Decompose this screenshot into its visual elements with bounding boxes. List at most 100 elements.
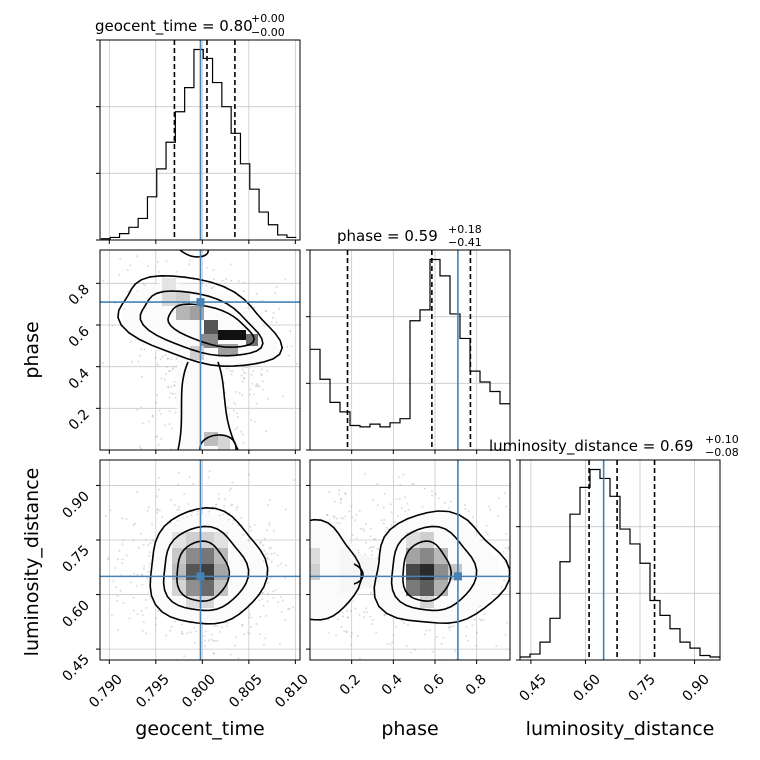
sample-point — [262, 591, 265, 594]
sample-point — [67, 328, 69, 330]
sample-point — [106, 558, 109, 561]
sample-point — [392, 634, 395, 637]
sample-point — [156, 363, 159, 366]
sample-point — [495, 645, 498, 648]
density-cell — [200, 596, 214, 608]
sample-point — [266, 556, 269, 559]
sample-point — [403, 622, 406, 625]
contour-line — [176, 540, 231, 602]
sample-point — [471, 515, 474, 518]
title-geocent-time-plus: +0.00 — [251, 12, 285, 25]
sample-point — [163, 378, 166, 381]
sample-point — [126, 269, 129, 272]
sample-point — [504, 633, 507, 636]
sample-point — [482, 618, 485, 621]
sample-point — [208, 510, 211, 513]
sample-point — [135, 584, 138, 587]
sample-point — [371, 623, 374, 626]
sample-point — [253, 420, 256, 423]
sample-point — [237, 280, 240, 283]
sample-point — [168, 370, 171, 373]
sample-point — [505, 505, 508, 508]
sample-point — [404, 496, 407, 499]
sample-point — [112, 579, 115, 582]
sample-point — [212, 652, 215, 655]
sample-point — [332, 515, 335, 518]
sample-point — [152, 539, 155, 542]
sample-point — [151, 415, 154, 418]
sample-point — [266, 529, 269, 532]
sample-point — [350, 635, 353, 638]
sample-point — [164, 424, 167, 427]
sample-point — [147, 544, 150, 547]
hist-panel-luminosity-distance — [516, 459, 721, 664]
hist-plot-area — [100, 40, 300, 240]
sample-point — [395, 497, 398, 500]
title-luminosity-distance-label: luminosity_distance = 0.69 — [489, 437, 693, 456]
sample-point — [504, 561, 507, 564]
sample-point — [259, 541, 262, 544]
sample-point — [170, 498, 173, 501]
x-tick-label: 0.790 — [86, 672, 126, 712]
y-tick-label: 0.4 — [66, 365, 93, 392]
density-fill — [340, 548, 380, 594]
sample-point — [236, 426, 239, 429]
sample-point — [180, 630, 183, 633]
axes-frame — [309, 249, 511, 451]
density-cell — [246, 334, 258, 346]
sample-point — [256, 385, 259, 388]
sample-point — [142, 543, 145, 546]
sample-point — [213, 639, 216, 642]
sample-point — [157, 443, 160, 446]
sample-point — [156, 394, 159, 397]
sample-point — [132, 609, 135, 612]
sample-point — [252, 392, 255, 395]
contour-line — [149, 506, 269, 625]
sample-point — [447, 626, 450, 629]
sample-point — [386, 642, 389, 645]
sample-point — [525, 521, 527, 523]
sample-point — [230, 504, 233, 507]
sample-point — [267, 592, 270, 595]
sample-point — [119, 589, 122, 592]
sample-point — [504, 546, 507, 549]
density-cell — [172, 564, 186, 580]
sample-point — [514, 553, 516, 555]
axes-frame — [519, 459, 721, 661]
sample-point — [104, 515, 107, 518]
sample-point — [234, 428, 237, 431]
sample-point — [401, 619, 404, 622]
sample-point — [165, 365, 168, 368]
sample-point — [164, 372, 167, 375]
sample-point — [243, 633, 246, 636]
sample-point — [387, 528, 390, 531]
sample-point — [102, 279, 105, 282]
sample-point — [351, 516, 354, 519]
sample-point — [241, 380, 244, 383]
x-tick-label: 0.45 — [516, 672, 549, 705]
sample-point — [347, 616, 350, 619]
sample-point — [227, 665, 229, 667]
title-geocent-time-label: geocent_time = 0.80 — [95, 17, 253, 36]
sample-point — [121, 517, 124, 520]
sample-point — [152, 540, 155, 543]
density-cell — [186, 580, 200, 596]
sample-point — [151, 523, 154, 526]
sample-point — [383, 492, 386, 495]
sample-point — [218, 630, 221, 633]
sample-point — [147, 420, 150, 423]
sample-point — [355, 537, 358, 540]
sample-point — [278, 307, 281, 310]
sample-point — [254, 384, 257, 387]
sample-point — [342, 615, 345, 618]
sample-point — [340, 516, 343, 519]
density-cell — [420, 564, 434, 580]
sample-point — [194, 641, 197, 644]
sample-point — [348, 510, 351, 513]
sample-point — [249, 526, 252, 529]
density-cell — [434, 564, 448, 580]
sample-point — [344, 515, 347, 518]
sample-point — [188, 263, 191, 266]
sample-point — [213, 285, 216, 288]
sample-point — [350, 632, 353, 635]
